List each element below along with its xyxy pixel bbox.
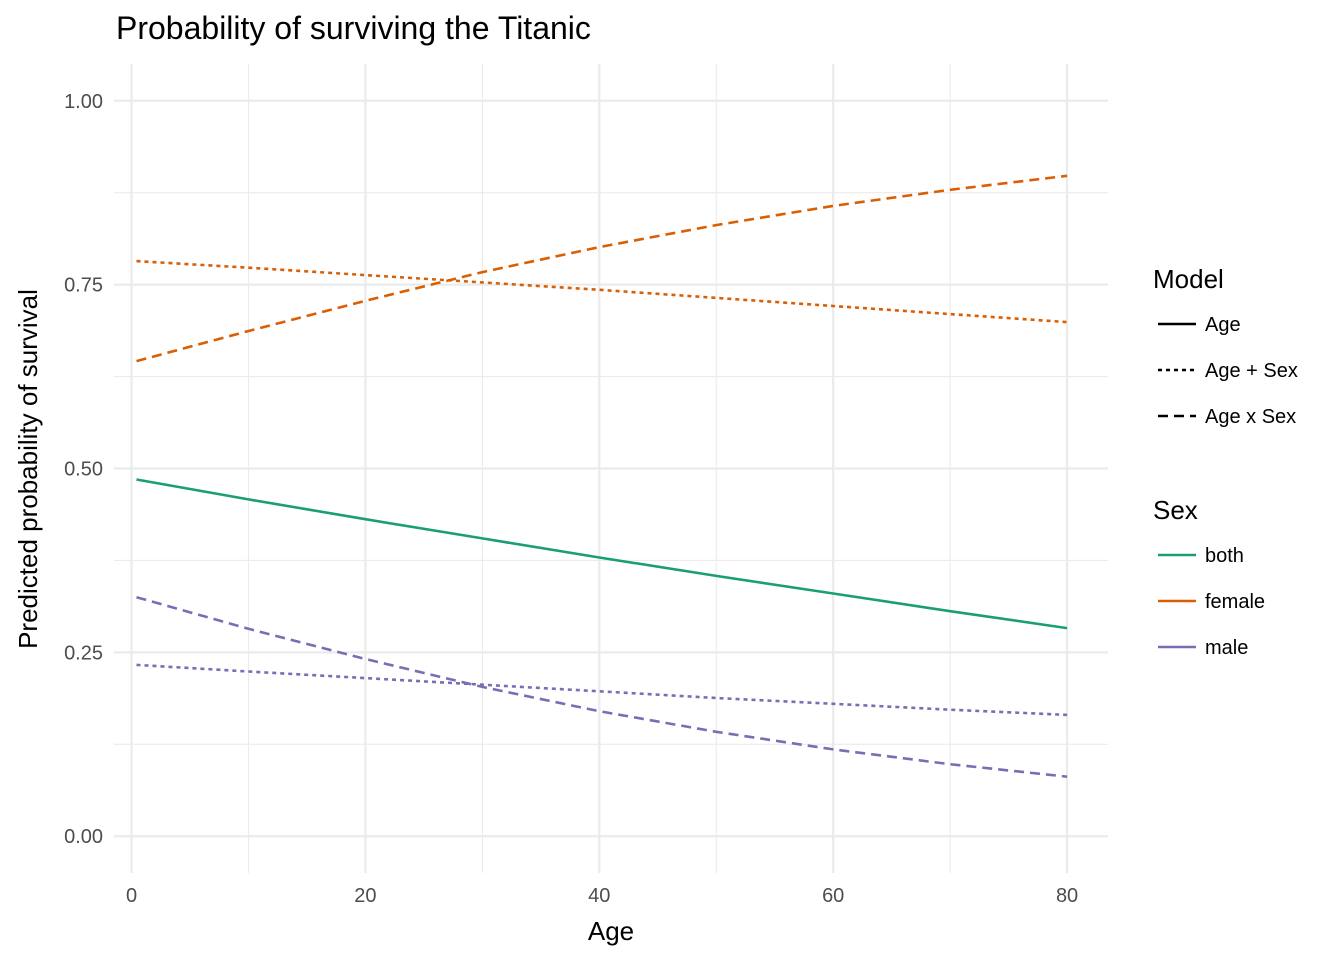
legend-sex-label: male [1205, 637, 1248, 659]
y-tick-label: 0.50 [64, 459, 103, 481]
y-tick-label: 0.00 [64, 826, 103, 848]
x-tick-label: 20 [354, 885, 376, 907]
series-line-both-solid [136, 478, 1068, 630]
y-tick-label: 1.00 [64, 91, 103, 113]
series-line-female-dashed [136, 174, 1068, 363]
series-layer [136, 174, 1068, 778]
y-axis-title: Predicted probability of survival [13, 289, 43, 649]
legend-sex-label: female [1205, 591, 1265, 613]
y-tick-labels: 0.00 0.25 0.50 0.75 1.00 [64, 91, 103, 848]
x-tick-label: 0 [126, 885, 137, 907]
x-tick-label: 80 [1056, 885, 1078, 907]
legend-model-title: Model [1153, 264, 1224, 294]
legend-sex-label: both [1205, 545, 1244, 567]
legend-sex: Sex both female male [1153, 495, 1265, 659]
x-tick-labels: 0 20 40 60 80 [126, 885, 1078, 907]
x-tick-label: 60 [822, 885, 844, 907]
series-line-male-dashed [136, 595, 1068, 778]
legend-model-label: Age [1205, 314, 1241, 336]
legend-model: Model Age Age + Sex Age x Sex [1153, 264, 1298, 428]
series-line-male-dotted [136, 663, 1068, 717]
chart-title: Probability of surviving the Titanic [116, 10, 591, 46]
legend-sex-title: Sex [1153, 495, 1198, 525]
legend-model-label: Age + Sex [1205, 360, 1298, 382]
grid-layer [114, 64, 1108, 873]
y-tick-label: 0.25 [64, 642, 103, 664]
x-axis-title: Age [588, 916, 634, 946]
y-tick-label: 0.75 [64, 275, 103, 297]
legend-model-label: Age x Sex [1205, 406, 1296, 428]
x-tick-label: 40 [588, 885, 610, 907]
series-line-female-dotted [136, 259, 1068, 324]
